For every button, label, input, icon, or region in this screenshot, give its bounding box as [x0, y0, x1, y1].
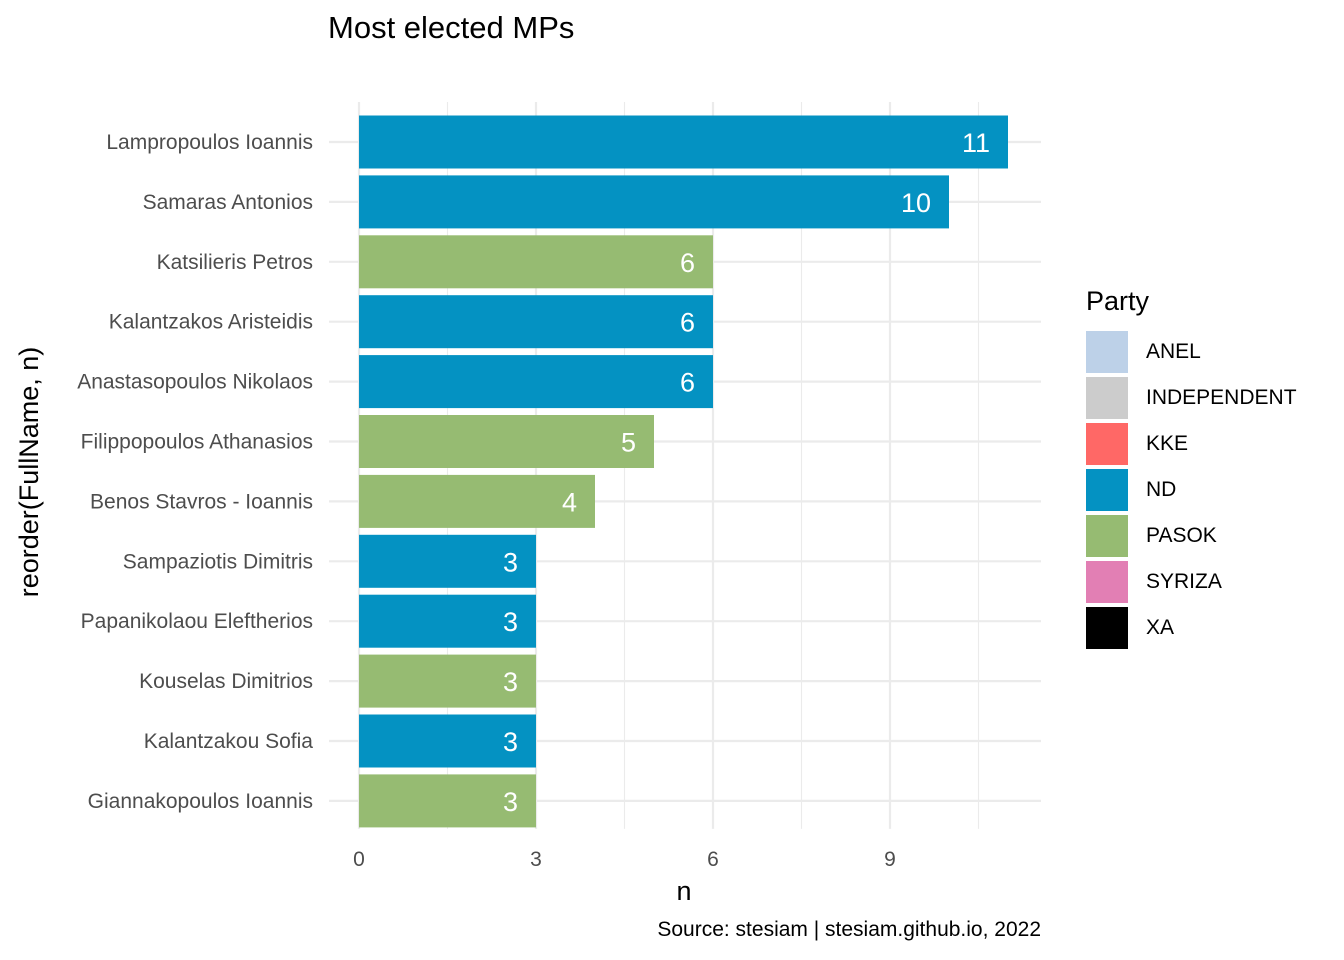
bar-value-label: 3 [503, 787, 518, 817]
bar-value-label: 11 [962, 128, 990, 158]
legend-items: ANEL INDEPENDENT KKE ND PASOK SYRIZA XA [1086, 329, 1297, 651]
legend-key [1086, 331, 1128, 373]
bar-value-label: 6 [680, 248, 695, 278]
bar [359, 714, 536, 768]
legend-item: KKE [1086, 421, 1297, 467]
legend-key [1086, 377, 1128, 419]
y-tick-label: Samaras Antonios [143, 191, 313, 214]
y-tick-label: Papanikolaou Eleftherios [81, 610, 313, 633]
legend-label: XA [1146, 616, 1175, 639]
bar-value-label: 3 [503, 727, 518, 757]
bar [359, 295, 713, 349]
bar [359, 774, 536, 828]
y-tick-label: Kalantzakos Aristeidis [109, 311, 313, 334]
legend-label: SYRIZA [1146, 570, 1222, 593]
legend-item: XA [1086, 605, 1297, 651]
y-tick-label: Anastasopoulos Nikolaos [77, 371, 313, 394]
bar-value-label: 3 [503, 667, 518, 697]
bar [359, 115, 1008, 169]
label-layer: 11 10 6 6 6 5 4 3 3 3 3 3 [503, 128, 990, 817]
axis-layer: Lampropoulos Ioannis Samaras Antonios Kats… [77, 131, 896, 871]
y-tick-label: Benos Stavros - Ioannis [90, 490, 313, 513]
bar [359, 534, 536, 588]
legend-item: SYRIZA [1086, 559, 1297, 605]
chart-title: Most elected MPs [328, 10, 575, 45]
y-tick-label: Kalantzakou Sofia [144, 730, 314, 753]
x-tick-label: 3 [530, 848, 542, 871]
legend-label: PASOK [1146, 524, 1217, 547]
legend-item: PASOK [1086, 513, 1297, 559]
legend-item: INDEPENDENT [1086, 375, 1297, 421]
y-tick-label: Filippopoulos Athanasios [81, 431, 313, 454]
legend-label: KKE [1146, 432, 1189, 455]
x-tick-label: 6 [707, 848, 719, 871]
legend-label: ANEL [1146, 340, 1201, 363]
legend-label: INDEPENDENT [1146, 386, 1297, 409]
legend-key [1086, 607, 1128, 649]
y-tick-label: Sampaziotis Dimitris [123, 550, 313, 573]
bar [359, 235, 713, 289]
bar-value-label: 5 [621, 428, 636, 458]
bar [359, 474, 595, 528]
bar [359, 175, 949, 229]
chart-caption: Source: stesiam | stesiam.github.io, 202… [657, 918, 1041, 941]
bar [359, 594, 536, 648]
legend-key [1086, 561, 1128, 603]
bar [359, 654, 536, 708]
bar-value-label: 10 [901, 188, 931, 218]
legend-label: ND [1146, 478, 1177, 501]
x-axis-title: n [676, 876, 691, 906]
x-tick-label: 9 [884, 848, 896, 871]
y-axis-title: reorder(FullName, n) [14, 347, 44, 598]
legend-key [1086, 469, 1128, 511]
legend-key [1086, 515, 1128, 557]
legend: Party ANEL INDEPENDENT KKE ND PASOK SYRIZA XA [1086, 286, 1297, 651]
legend-title: Party [1086, 286, 1150, 316]
bar-value-label: 3 [503, 547, 518, 577]
y-tick-label: Giannakopoulos Ioannis [88, 790, 313, 813]
bar-value-label: 6 [680, 368, 695, 398]
y-tick-label: Lampropoulos Ioannis [106, 131, 313, 154]
x-tick-label: 0 [353, 848, 365, 871]
y-tick-label: Katsilieris Petros [157, 251, 313, 274]
bar [359, 355, 713, 409]
bar-value-label: 3 [503, 607, 518, 637]
legend-item: ANEL [1086, 329, 1297, 375]
legend-key [1086, 423, 1128, 465]
y-tick-label: Kouselas Dimitrios [139, 670, 313, 693]
legend-item: ND [1086, 467, 1297, 513]
bar [359, 415, 654, 468]
bar-value-label: 4 [562, 487, 577, 517]
bar-layer [359, 115, 1008, 828]
bar-value-label: 6 [680, 308, 695, 338]
